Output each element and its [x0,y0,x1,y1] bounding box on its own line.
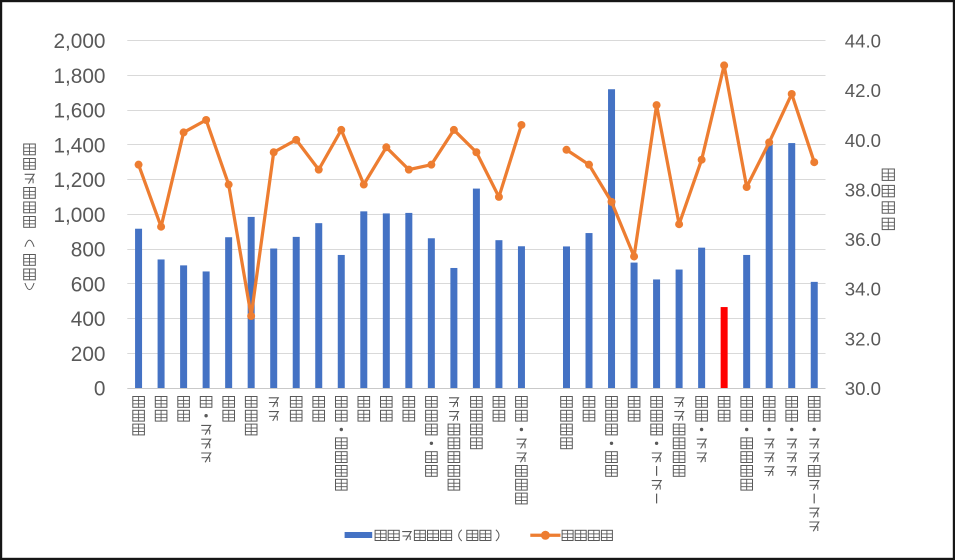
svg-text:1,000: 1,000 [53,204,105,227]
svg-text:34.0: 34.0 [845,279,881,300]
svg-text:200: 200 [71,343,106,366]
svg-text:40.0: 40.0 [845,130,881,151]
svg-text:36.0: 36.0 [845,229,881,250]
svg-text:38.0: 38.0 [845,179,881,200]
svg-text:0: 0 [94,378,106,401]
svg-text:32.0: 32.0 [845,328,881,349]
svg-text:1,400: 1,400 [53,134,105,157]
svg-text:2,000: 2,000 [53,30,105,53]
svg-text:600: 600 [71,273,106,296]
svg-text:42.0: 42.0 [845,80,881,101]
svg-text:30.0: 30.0 [845,378,881,399]
svg-text:800: 800 [71,239,106,262]
svg-text:44.0: 44.0 [845,31,881,52]
svg-text:1,800: 1,800 [53,65,105,88]
svg-text:400: 400 [71,308,106,331]
svg-text:1,600: 1,600 [53,100,105,123]
svg-text:1,200: 1,200 [53,169,105,192]
